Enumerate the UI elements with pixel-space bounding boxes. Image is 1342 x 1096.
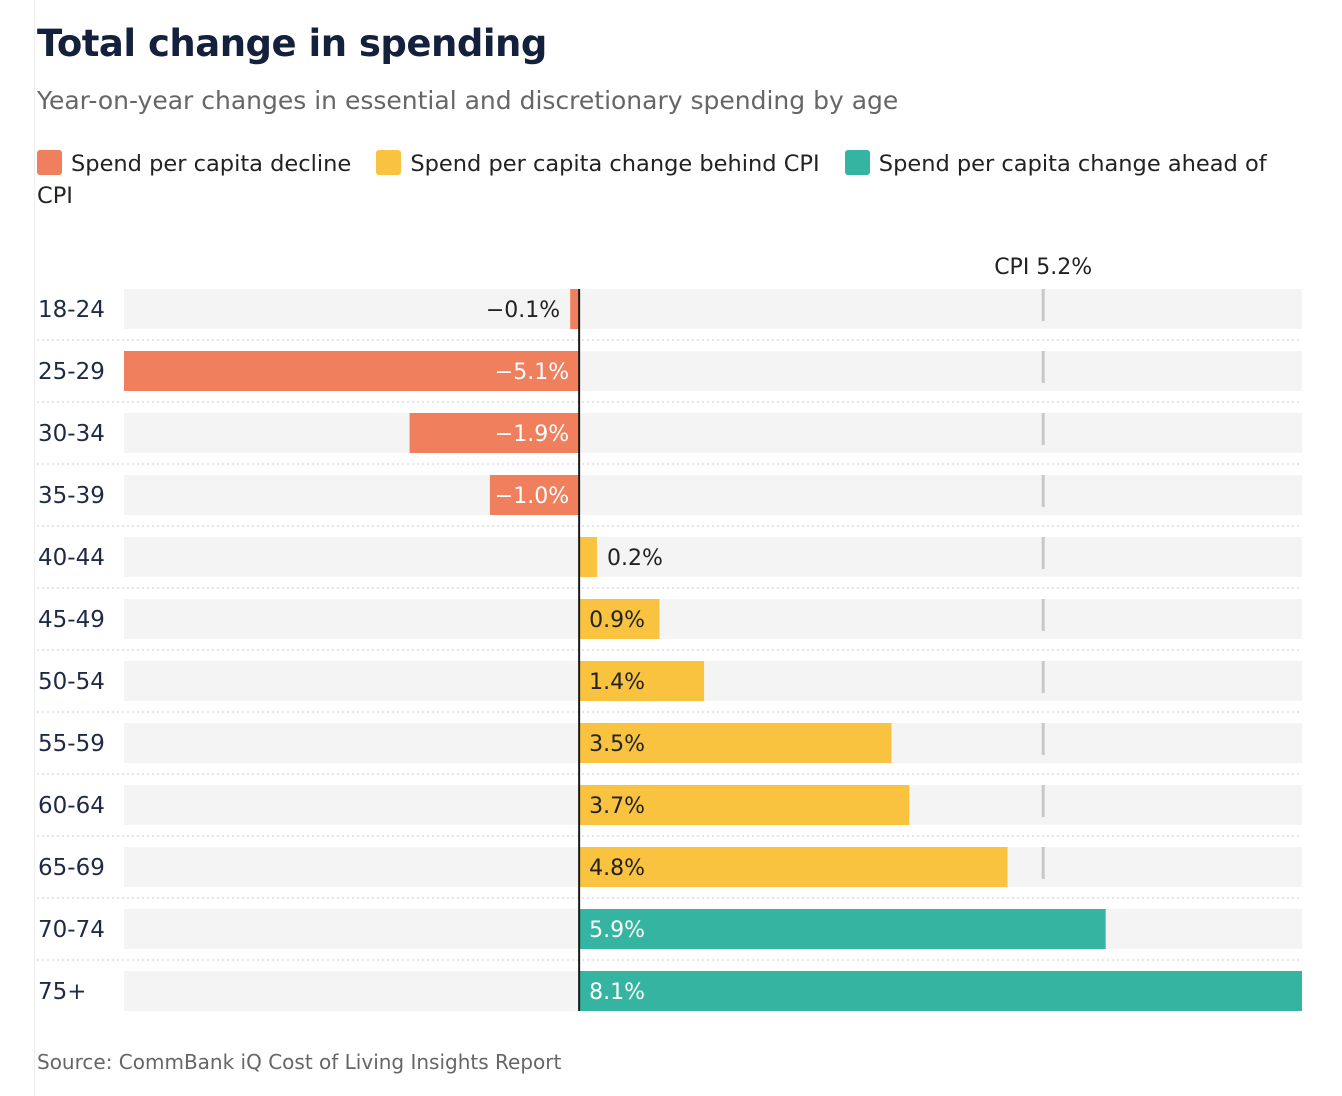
bar-track-40-44	[124, 537, 1302, 577]
category-label-65-69: 65-69	[38, 855, 105, 881]
chart-title: Total change in spending	[37, 22, 547, 65]
legend-item-behind-cpi: Spend per capita change behind CPI	[376, 150, 820, 177]
data-label-55-59: 3.5%	[589, 732, 645, 757]
data-label-25-29: −5.1%	[495, 360, 569, 385]
bar-track-18-24	[124, 289, 1302, 329]
legend-item-ahead-cpi: Spend per capita change ahead of CPI	[37, 150, 1267, 209]
data-label-45-49: 0.9%	[589, 608, 645, 633]
bar-35-39	[489, 475, 580, 515]
category-label-50-54: 50-54	[38, 669, 105, 695]
category-label-30-34: 30-34	[38, 421, 105, 447]
data-label-40-44: 0.2%	[607, 546, 663, 571]
category-label-70-74: 70-74	[38, 917, 105, 943]
bar-18-24	[570, 289, 580, 329]
legend-label-decline: Spend per capita decline	[71, 151, 352, 177]
bar-55-59	[579, 723, 892, 763]
left-border	[34, 0, 35, 1096]
category-label-40-44: 40-44	[38, 545, 105, 571]
bar-track-35-39	[124, 475, 1302, 515]
data-label-70-74: 5.9%	[589, 918, 645, 943]
data-label-65-69: 4.8%	[589, 856, 645, 881]
data-label-75-plus: 8.1%	[589, 980, 645, 1005]
bar-30-34	[409, 413, 580, 453]
category-label-75-plus: 75+	[38, 979, 87, 1005]
category-label-25-29: 25-29	[38, 359, 105, 385]
category-label-45-49: 45-49	[38, 607, 105, 633]
bar-75-plus	[579, 971, 1302, 1011]
legend: Spend per capita decline Spend per capit…	[37, 148, 1287, 212]
bar-track-50-54	[124, 661, 1302, 701]
bar-track-30-34	[124, 413, 1302, 453]
bar-track-45-49	[124, 599, 1302, 639]
category-label-60-64: 60-64	[38, 793, 105, 819]
data-label-60-64: 3.7%	[589, 794, 645, 819]
category-label-55-59: 55-59	[38, 731, 105, 757]
legend-item-decline: Spend per capita decline	[37, 150, 352, 177]
source-note: Source: CommBank iQ Cost of Living Insig…	[37, 1050, 562, 1074]
bar-60-64	[579, 785, 910, 825]
bar-65-69	[579, 847, 1008, 887]
legend-swatch-decline	[37, 150, 62, 175]
cpi-reference-label: CPI 5.2%	[994, 255, 1092, 280]
category-label-18-24: 18-24	[38, 297, 105, 323]
legend-label-ahead-cpi: Spend per capita change ahead of CPI	[37, 151, 1267, 209]
bar-70-74	[579, 909, 1106, 949]
category-label-35-39: 35-39	[38, 483, 105, 509]
bar-40-44	[579, 537, 597, 577]
bar-50-54	[579, 661, 705, 701]
legend-swatch-behind-cpi	[376, 150, 402, 175]
chart-subtitle: Year-on-year changes in essential and di…	[37, 86, 899, 115]
legend-label-behind-cpi: Spend per capita change behind CPI	[410, 151, 820, 177]
bar-45-49	[579, 599, 660, 639]
data-label-50-54: 1.4%	[589, 670, 645, 695]
data-label-35-39: −1.0%	[495, 484, 569, 509]
legend-swatch-ahead-cpi	[844, 150, 870, 175]
bar-25-29	[124, 351, 580, 391]
bar-chart: 18-24 25-29 30-34 35-39 40-44 45-49 50-54 55-59…	[37, 255, 1302, 1011]
data-label-30-34: −1.9%	[495, 422, 569, 447]
data-label-18-24: −0.1%	[486, 298, 560, 323]
